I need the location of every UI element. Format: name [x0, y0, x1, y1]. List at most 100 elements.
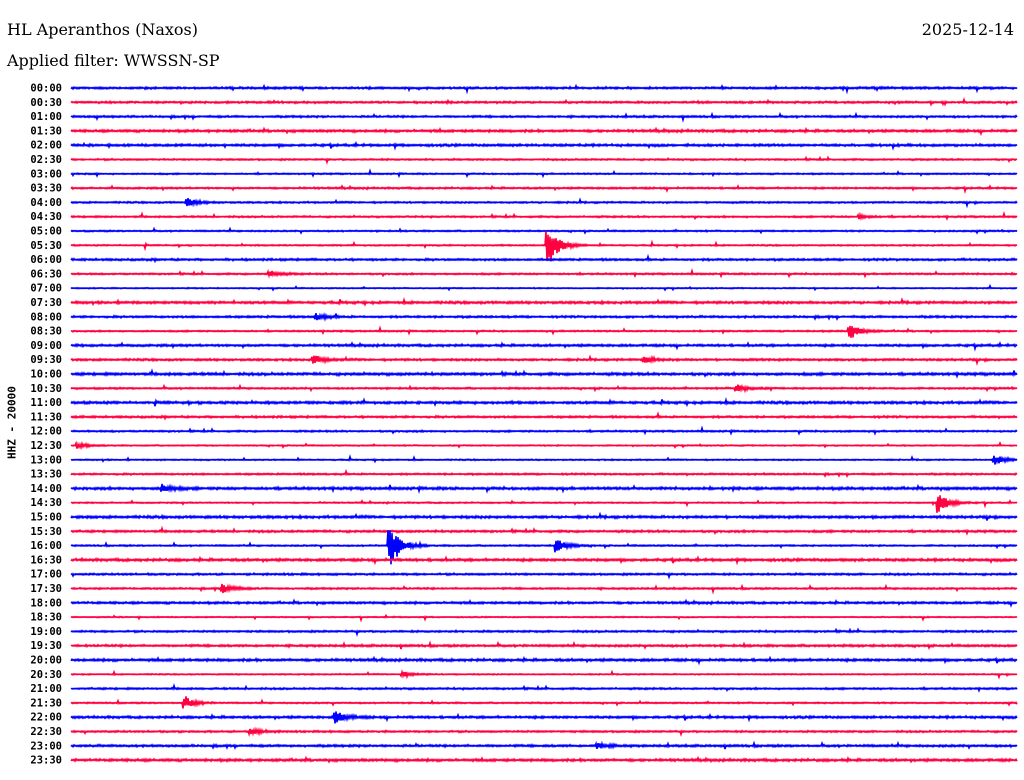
trace-1300 — [70, 454, 1018, 465]
trace-0400 — [70, 197, 1018, 209]
time-label: 13:00 — [30, 454, 62, 466]
time-label: 14:30 — [30, 497, 62, 509]
time-label: 23:00 — [30, 740, 62, 752]
time-label: 11:00 — [30, 397, 62, 409]
time-label: 19:00 — [30, 626, 62, 638]
time-label: 06:00 — [30, 254, 62, 266]
time-label: 07:00 — [30, 283, 62, 295]
time-label: 05:00 — [30, 226, 62, 238]
trace-0800 — [70, 312, 1018, 322]
trace-2000 — [70, 655, 1018, 666]
trace-1400 — [70, 483, 1018, 495]
time-label: 09:30 — [30, 354, 62, 366]
trace-2200 — [70, 711, 1018, 724]
time-label: 14:00 — [30, 483, 62, 495]
time-label: 03:00 — [30, 168, 62, 180]
trace-1600 — [70, 529, 1018, 565]
trace-0530 — [70, 231, 1018, 262]
time-label: 11:30 — [30, 411, 62, 423]
time-label: 12:00 — [30, 426, 62, 438]
station-title: HL Aperanthos (Naxos) — [7, 20, 198, 39]
time-label: 18:30 — [30, 612, 62, 624]
trace-2330 — [70, 755, 1018, 764]
trace-1900 — [70, 627, 1018, 637]
trace-0100 — [70, 111, 1018, 123]
trace-2130 — [70, 696, 1018, 709]
trace-1930 — [70, 640, 1018, 651]
time-label: 07:30 — [30, 297, 62, 309]
time-label: 03:30 — [30, 183, 62, 195]
time-label: 06:30 — [30, 268, 62, 280]
trace-0630 — [70, 268, 1018, 279]
time-label: 10:30 — [30, 383, 62, 395]
time-label: 21:30 — [30, 697, 62, 709]
trace-1000 — [70, 368, 1018, 379]
trace-0030 — [70, 96, 1018, 107]
trace-1530 — [70, 525, 1018, 536]
trace-1130 — [70, 411, 1018, 421]
time-label: 12:30 — [30, 440, 62, 452]
trace-1200 — [70, 425, 1018, 436]
trace-1730 — [70, 583, 1018, 595]
time-label: 17:00 — [30, 569, 62, 581]
trace-0930 — [70, 354, 1018, 367]
trace-1030 — [70, 383, 1018, 394]
time-label: 08:30 — [30, 326, 62, 338]
time-label: 15:30 — [30, 526, 62, 538]
trace-0830 — [70, 325, 1018, 338]
time-label: 21:00 — [30, 683, 62, 695]
trace-1500 — [70, 511, 1018, 521]
trace-2100 — [70, 683, 1018, 693]
time-label: 09:00 — [30, 340, 62, 352]
time-label: 08:00 — [30, 311, 62, 323]
time-label: 19:30 — [30, 640, 62, 652]
time-label: 16:30 — [30, 554, 62, 566]
trace-2230 — [70, 726, 1018, 738]
trace-0900 — [70, 341, 1018, 352]
time-label: 22:00 — [30, 712, 62, 724]
trace-1430 — [70, 495, 1018, 513]
time-label: 00:30 — [30, 97, 62, 109]
trace-1230 — [70, 440, 1018, 451]
trace-1830 — [70, 613, 1018, 623]
time-label: 04:00 — [30, 197, 62, 209]
time-label: 20:00 — [30, 655, 62, 667]
trace-1330 — [70, 468, 1018, 479]
trace-0000 — [70, 83, 1018, 95]
trace-0730 — [70, 296, 1018, 307]
trace-2030 — [70, 668, 1018, 680]
time-label: 22:30 — [30, 726, 62, 738]
trace-1630 — [70, 555, 1018, 566]
time-label: 15:00 — [30, 512, 62, 524]
time-label: 20:30 — [30, 669, 62, 681]
time-label: 04:30 — [30, 211, 62, 223]
trace-2300 — [70, 740, 1018, 751]
time-label: 00:00 — [30, 83, 62, 95]
trace-0130 — [70, 126, 1018, 137]
time-label: 02:30 — [30, 154, 62, 166]
filter-label: Applied filter: WWSSN-SP — [7, 51, 220, 70]
date-label: 2025-12-14 — [921, 20, 1014, 39]
time-label: 01:30 — [30, 125, 62, 137]
time-label: 02:00 — [30, 140, 62, 152]
time-label: 10:00 — [30, 369, 62, 381]
time-label: 23:30 — [30, 755, 62, 767]
time-label: 17:30 — [30, 583, 62, 595]
trace-0700 — [70, 283, 1018, 292]
trace-1800 — [70, 598, 1018, 608]
trace-0500 — [70, 226, 1018, 235]
trace-0430 — [70, 210, 1018, 221]
time-label: 13:30 — [30, 469, 62, 481]
trace-0230 — [70, 155, 1018, 165]
time-label: 01:00 — [30, 111, 62, 123]
trace-0330 — [70, 184, 1018, 195]
trace-1100 — [70, 397, 1018, 408]
time-label: 16:00 — [30, 540, 62, 552]
trace-1700 — [70, 571, 1018, 580]
trace-0600 — [70, 253, 1018, 264]
trace-0300 — [70, 168, 1018, 179]
time-label: 05:30 — [30, 240, 62, 252]
time-label: 18:00 — [30, 597, 62, 609]
trace-0200 — [70, 140, 1018, 151]
